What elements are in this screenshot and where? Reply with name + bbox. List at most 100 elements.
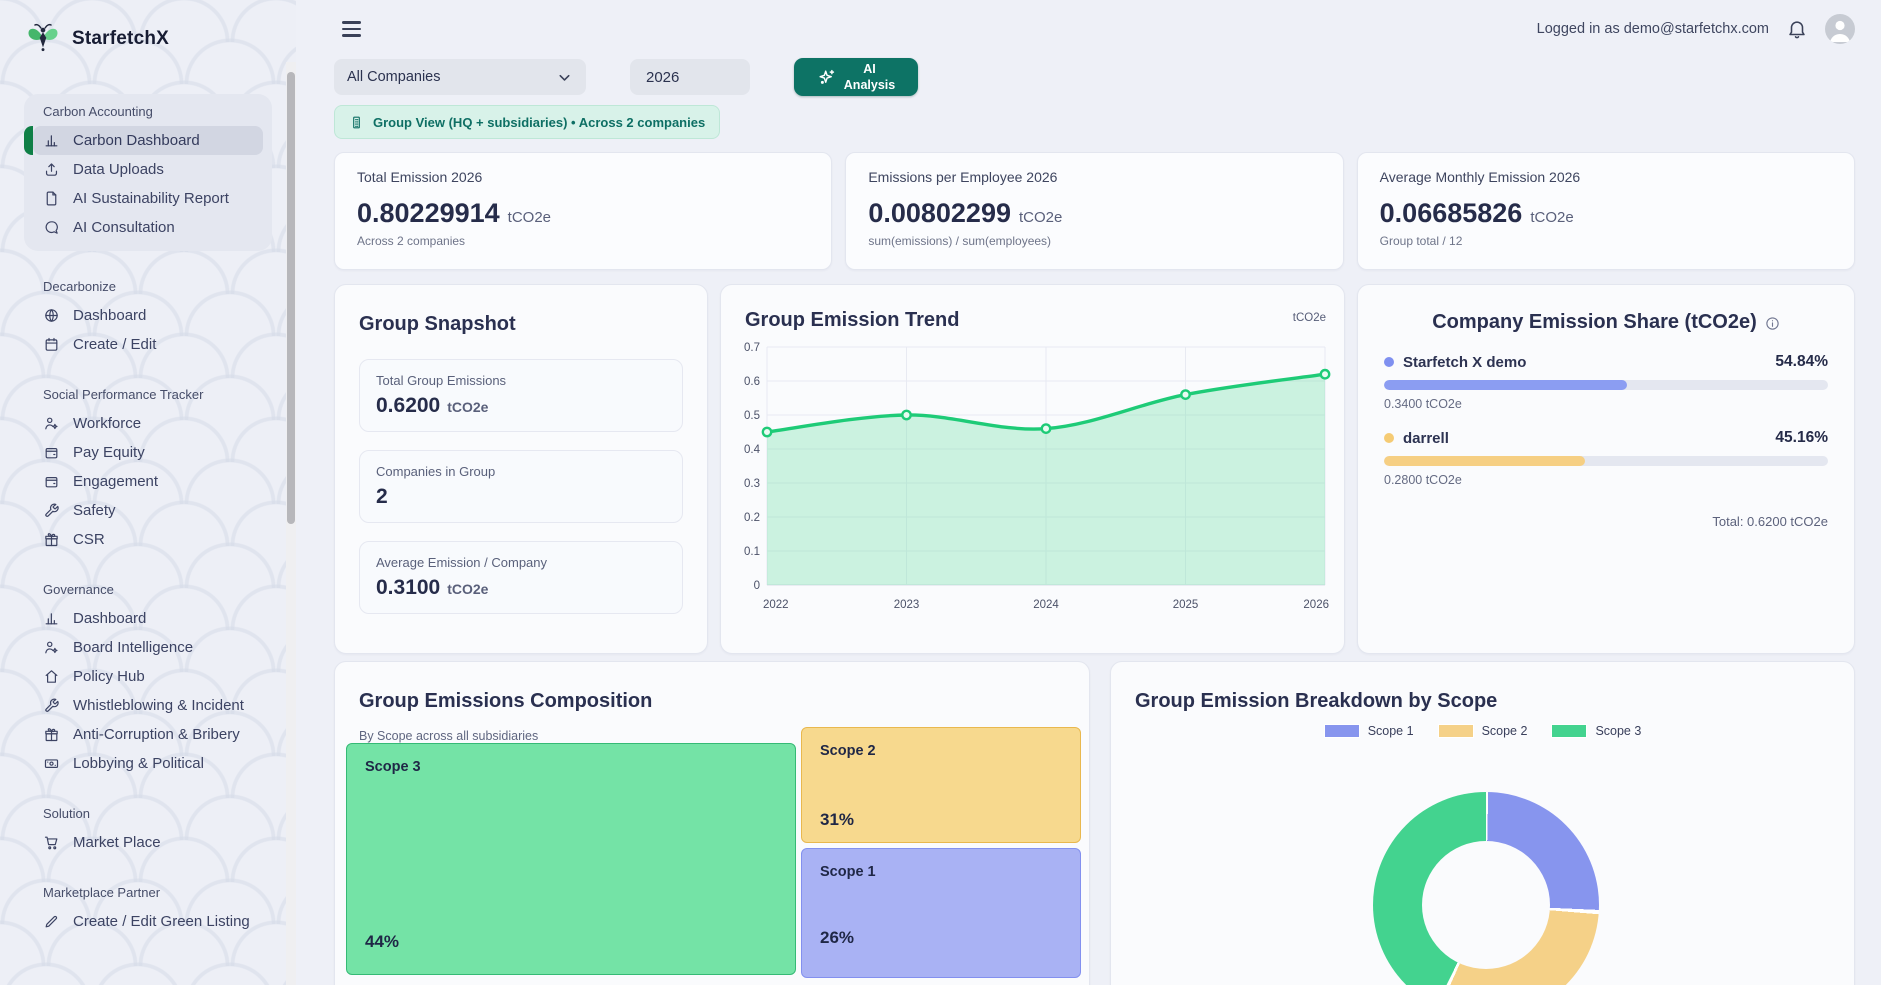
group-emission-trend-title: Group Emission Trend — [745, 309, 960, 331]
sidebar-item-label: Anti-Corruption & Bribery — [73, 726, 240, 743]
chevron-down-icon — [559, 74, 570, 81]
share-bar-track — [1384, 380, 1828, 390]
sidebar-item-label: Safety — [73, 502, 116, 519]
svg-text:2022: 2022 — [763, 599, 789, 611]
sidebar-section-carbon-accounting: Carbon Accounting Carbon Dashboard Data Up… — [24, 94, 272, 251]
sidebar-item-ai-sustainability-report[interactable]: AI Sustainability Report — [33, 184, 263, 213]
svg-text:2025: 2025 — [1173, 599, 1199, 611]
bar-chart-icon — [45, 613, 58, 625]
building-icon — [353, 116, 360, 128]
sidebar-item-label: Dashboard — [73, 610, 147, 627]
main-content: Logged in as demo@starfetchx.com All Com… — [296, 0, 1881, 985]
treemap-cell-scope-1: Scope 1 26% — [801, 848, 1081, 978]
sidebar-item-whistleblowing-incident[interactable]: Whistleblowing & Incident — [33, 691, 263, 720]
sidebar-scrollbar-thumb[interactable] — [287, 72, 295, 524]
sidebar-item-data-uploads[interactable]: Data Uploads — [33, 155, 263, 184]
stat-card-emissions-per-employee: Emissions per Employee 2026 0.00802299 t… — [845, 152, 1344, 270]
home-icon — [45, 670, 58, 683]
sidebar-item-dashboard[interactable]: Dashboard — [33, 301, 263, 330]
treemap-cell-scope-2: Scope 2 31% — [801, 727, 1081, 843]
user-avatar[interactable] — [1825, 14, 1855, 44]
brand[interactable]: StarfetchX — [24, 22, 272, 56]
company-share-amount: 0.2800 tCO2e — [1384, 473, 1462, 487]
sidebar-item-policy-hub[interactable]: Policy Hub — [33, 662, 263, 691]
menu-toggle-button[interactable] — [342, 18, 368, 40]
legend-swatch — [1551, 724, 1588, 738]
wallet-icon — [45, 477, 58, 488]
group-snapshot-panel: Group Snapshot Total Group Emissions 0.6… — [334, 284, 708, 654]
stat-value: 0.80229914 — [357, 198, 500, 228]
sidebar-section-governance: Governance Dashboard Board Intelligence Pol… — [24, 582, 272, 778]
sidebar-item-market-place[interactable]: Market Place — [33, 828, 263, 857]
sidebar-item-label: Market Place — [73, 834, 161, 851]
notifications-bell-icon[interactable] — [1786, 18, 1808, 40]
stat-unit: tCO2e — [1530, 209, 1574, 226]
firefly-logo-icon — [28, 23, 58, 52]
sidebar-section-title: Marketplace Partner — [43, 885, 161, 900]
stat-unit: tCO2e — [507, 209, 552, 226]
legend-swatch — [1323, 724, 1360, 738]
sidebar-section-title: Governance — [43, 582, 114, 597]
group-emission-breakdown-panel: Group Emission Breakdown by Scope Scope … — [1110, 661, 1855, 985]
sidebar-item-label: Create / Edit Green Listing — [73, 913, 250, 930]
sidebar-item-pay-equity[interactable]: Pay Equity — [33, 438, 263, 467]
sidebar-item-anti-corruption-bribery[interactable]: Anti-Corruption & Bribery — [33, 720, 263, 749]
svg-text:0.5: 0.5 — [744, 410, 760, 422]
sidebar-item-carbon-dashboard[interactable]: Carbon Dashboard — [24, 126, 263, 155]
year-input[interactable] — [630, 59, 750, 95]
group-view-badge-text: Group View (HQ + subsidiaries) • Across … — [373, 114, 706, 130]
money-icon — [44, 759, 59, 768]
series-dot — [1384, 433, 1394, 443]
svg-text:0.2: 0.2 — [744, 512, 760, 524]
sidebar-item-label: CSR — [73, 531, 105, 548]
company-filter-select[interactable]: All Companies — [334, 59, 586, 95]
sidebar-item-workforce[interactable]: Workforce — [33, 409, 263, 438]
sidebar-item-lobbying-political[interactable]: Lobbying & Political — [33, 749, 263, 778]
svg-text:2024: 2024 — [1033, 599, 1059, 611]
company-share-amount: 0.3400 tCO2e — [1384, 397, 1462, 411]
info-icon[interactable] — [1765, 316, 1780, 331]
composition-subtitle: By Scope across all subsidiaries — [359, 729, 539, 743]
sidebar-item-label: AI Consultation — [73, 219, 175, 236]
legend-item-scope-1: Scope 1 — [1323, 724, 1414, 738]
donut-legend: Scope 1 Scope 2 Scope 3 — [1111, 724, 1854, 738]
sidebar-section-decarbonize: Decarbonize Dashboard Create / Edit — [24, 279, 272, 359]
topbar: Logged in as demo@starfetchx.com — [334, 14, 1855, 44]
sidebar-item-csr[interactable]: CSR — [33, 525, 263, 554]
sidebar-item-engagement[interactable]: Engagement — [33, 467, 263, 496]
badge-row: Group View (HQ + subsidiaries) • Across … — [334, 105, 1855, 139]
group-emissions-composition-panel: Group Emissions Composition By Scope acr… — [334, 661, 1090, 985]
brand-name: StarfetchX — [72, 28, 170, 49]
scope-donut-chart — [1373, 792, 1599, 985]
snapshot-box-average-emission-per-company: Average Emission / Company 0.3100 tCO2e — [359, 541, 683, 614]
group-view-badge: Group View (HQ + subsidiaries) • Across … — [334, 105, 721, 139]
sidebar-item-safety[interactable]: Safety — [33, 496, 263, 525]
sidebar-item-ai-consultation[interactable]: AI Consultation — [33, 213, 263, 242]
sidebar-item-create-edit[interactable]: Create / Edit — [33, 330, 263, 359]
cart-icon — [44, 836, 58, 850]
snapshot-unit: tCO2e — [447, 581, 489, 597]
legend-swatch — [1437, 724, 1474, 738]
pencil-icon — [45, 915, 58, 928]
snapshot-value: 2 — [376, 485, 388, 508]
group-emissions-composition-title: Group Emissions Composition — [359, 690, 653, 712]
snapshot-unit: tCO2e — [447, 399, 489, 415]
sidebar-item-board-intelligence[interactable]: Board Intelligence — [33, 633, 263, 662]
sidebar-item-label: Create / Edit — [73, 336, 157, 353]
users-icon — [45, 641, 58, 654]
snapshot-value: 0.6200 — [376, 394, 441, 417]
sidebar-item-create-edit-green-listing[interactable]: Create / Edit Green Listing — [33, 907, 263, 936]
svg-text:2026: 2026 — [1303, 599, 1329, 611]
share-row-darrell: darrell 45.16% 0.2800 tCO2e — [1384, 429, 1828, 487]
share-total-text: Total: 0.6200 tCO2e — [1712, 514, 1828, 529]
share-row-starfetch-x-demo: Starfetch X demo 54.84% 0.3400 tCO2e — [1384, 353, 1828, 411]
sidebar-section-solution: Solution Market Place — [24, 806, 272, 857]
ai-analysis-button[interactable]: AI Analysis — [794, 58, 918, 96]
svg-text:0.6: 0.6 — [744, 376, 760, 388]
group-snapshot-title: Group Snapshot — [359, 313, 516, 335]
globe-icon — [45, 309, 58, 322]
sidebar-item-label: AI Sustainability Report — [73, 190, 229, 207]
sidebar-item-dashboard[interactable]: Dashboard — [33, 604, 263, 633]
sparkles-icon — [819, 69, 834, 84]
sidebar-item-label: Board Intelligence — [73, 639, 194, 656]
